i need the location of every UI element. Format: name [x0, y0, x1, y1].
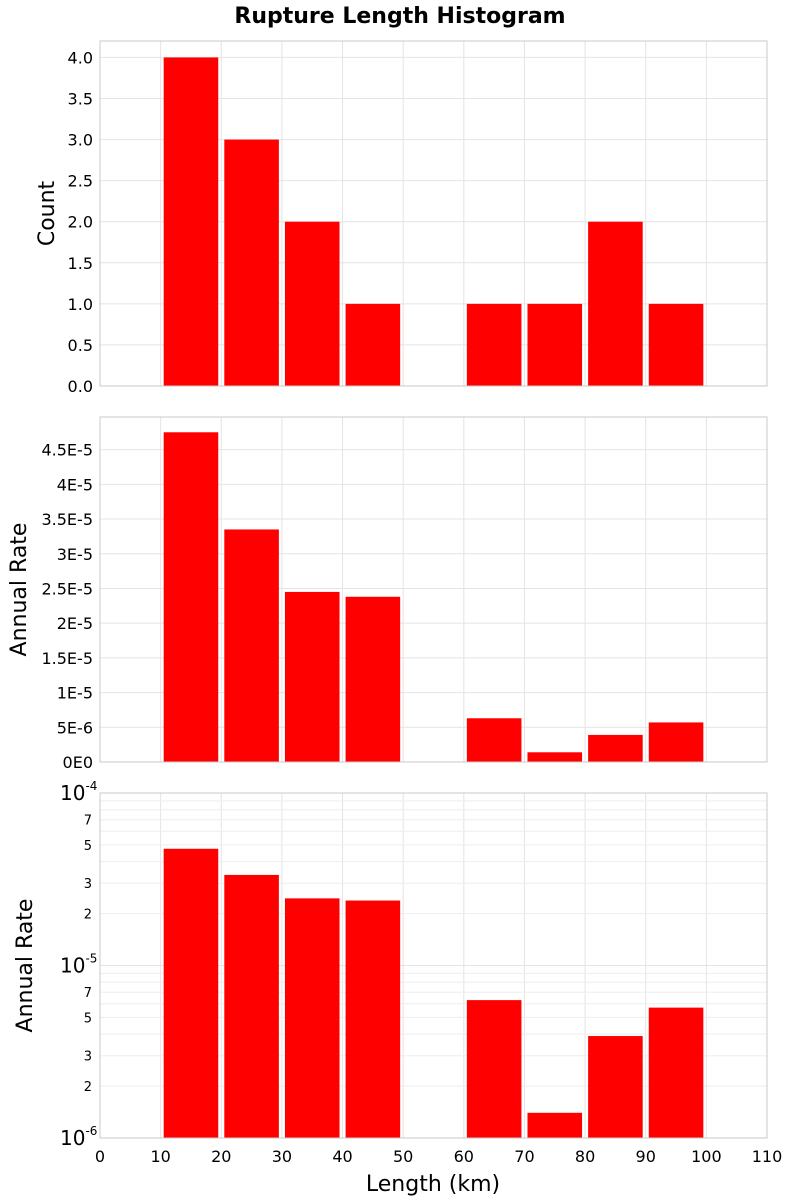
y-tick-label: 1.5E-5: [41, 649, 93, 668]
plot-frame: [99, 792, 768, 1139]
chart-title: Rupture Length Histogram: [234, 4, 565, 29]
y-minor-tick-label: 7: [84, 814, 92, 829]
y-tick-label: 5E-6: [57, 718, 93, 737]
bar: [648, 722, 704, 762]
bar: [345, 900, 401, 1138]
plot-frame: [99, 416, 768, 763]
y-tick-label: 3E-5: [57, 545, 93, 564]
x-tick-label: 0: [95, 1147, 105, 1166]
y-tick-label: 4.5E-5: [41, 441, 93, 460]
y-minor-tick-label: 3: [84, 1050, 92, 1065]
bar: [284, 591, 340, 762]
y-tick-label: 4E-5: [57, 475, 93, 494]
bar: [163, 848, 219, 1138]
y-minor-tick-label: 3: [84, 877, 92, 892]
y-tick-label: 2.0: [68, 213, 93, 232]
x-axis-label: Length (km): [366, 1172, 500, 1197]
x-tick-label: 90: [636, 1147, 656, 1166]
bar: [588, 1036, 643, 1138]
bar: [224, 139, 279, 386]
bar: [284, 221, 340, 386]
plot-frame: [99, 40, 768, 387]
bar: [163, 432, 219, 762]
y-tick-label: 3.5: [68, 90, 93, 109]
bar: [648, 303, 704, 386]
x-tick-label: 100: [691, 1147, 722, 1166]
y-tick-label: 10-6: [60, 1124, 97, 1150]
panel-1: 0.0 0.5 1.0 1.5 2.0 2.5 3.0 3.5 4.0 Count: [35, 40, 768, 396]
y-tick-label: 2.5E-5: [41, 579, 93, 598]
x-tick-label: 40: [332, 1147, 352, 1166]
x-tick-label: 60: [454, 1147, 474, 1166]
bar: [648, 1007, 704, 1138]
y-tick-label: 3.5E-5: [41, 510, 93, 529]
y-axis-label: Annual Rate: [13, 899, 38, 1033]
y-tick-label: 1.5: [68, 254, 93, 273]
bar: [284, 898, 340, 1138]
x-tick-label: 80: [575, 1147, 595, 1166]
bar: [527, 752, 583, 762]
bar: [224, 529, 279, 762]
y-minor-tick-label: 5: [84, 1011, 92, 1026]
bar: [466, 718, 522, 762]
bar: [224, 874, 279, 1138]
y-tick-label: 2.5: [68, 172, 93, 191]
y-minor-tick-label: 2: [84, 1080, 92, 1095]
bar: [345, 596, 401, 762]
y-tick-label: 3.0: [68, 131, 93, 150]
x-tick-label: 110: [752, 1147, 783, 1166]
x-tick-label: 50: [393, 1147, 413, 1166]
bar: [527, 1112, 583, 1138]
panel-2: 0E0 5E-6 1E-5 1.5E-5 2E-5 2.5E-5 3E-5 3.5E-5 4E-…: [7, 416, 768, 772]
x-axis: 0 10 20 30 40 50 60 70 80 90 100 110: [95, 1147, 782, 1166]
bar: [527, 303, 583, 386]
y-axis-label: Count: [35, 180, 60, 246]
panels-container: 0.0 0.5 1.0 1.5 2.0 2.5 3.0 3.5 4.0 Count 0E0 5E-6 1…: [7, 40, 782, 1166]
bar: [588, 221, 643, 386]
x-tick-label: 10: [150, 1147, 170, 1166]
bar: [345, 303, 401, 386]
y-tick-label: 0.0: [68, 377, 93, 396]
y-tick-label: 2E-5: [57, 614, 93, 633]
y-tick-label: 1E-5: [57, 684, 93, 703]
x-tick-label: 20: [211, 1147, 231, 1166]
y-tick-label: 1.0: [68, 295, 93, 314]
y-minor-tick-label: 2: [84, 908, 92, 923]
y-tick-label: 10-4: [60, 779, 97, 805]
y-axis-label: Annual Rate: [7, 523, 32, 657]
y-tick-label: 10-5: [60, 952, 97, 978]
y-minor-tick-label: 5: [84, 839, 92, 854]
y-tick-label: 0.5: [68, 336, 93, 355]
y-tick-label: 4.0: [68, 48, 93, 67]
bar: [466, 1000, 522, 1138]
bar: [588, 734, 643, 762]
panel-3: 10-6 10-5 10-4 2 3 5 7 2 3 5 7 Annual Rate: [13, 779, 768, 1150]
bar: [466, 303, 522, 386]
y-minor-tick-label: 7: [84, 986, 92, 1001]
x-tick-label: 70: [514, 1147, 534, 1166]
y-tick-label: 0E0: [63, 753, 93, 772]
x-tick-label: 30: [272, 1147, 292, 1166]
bar: [163, 57, 219, 387]
